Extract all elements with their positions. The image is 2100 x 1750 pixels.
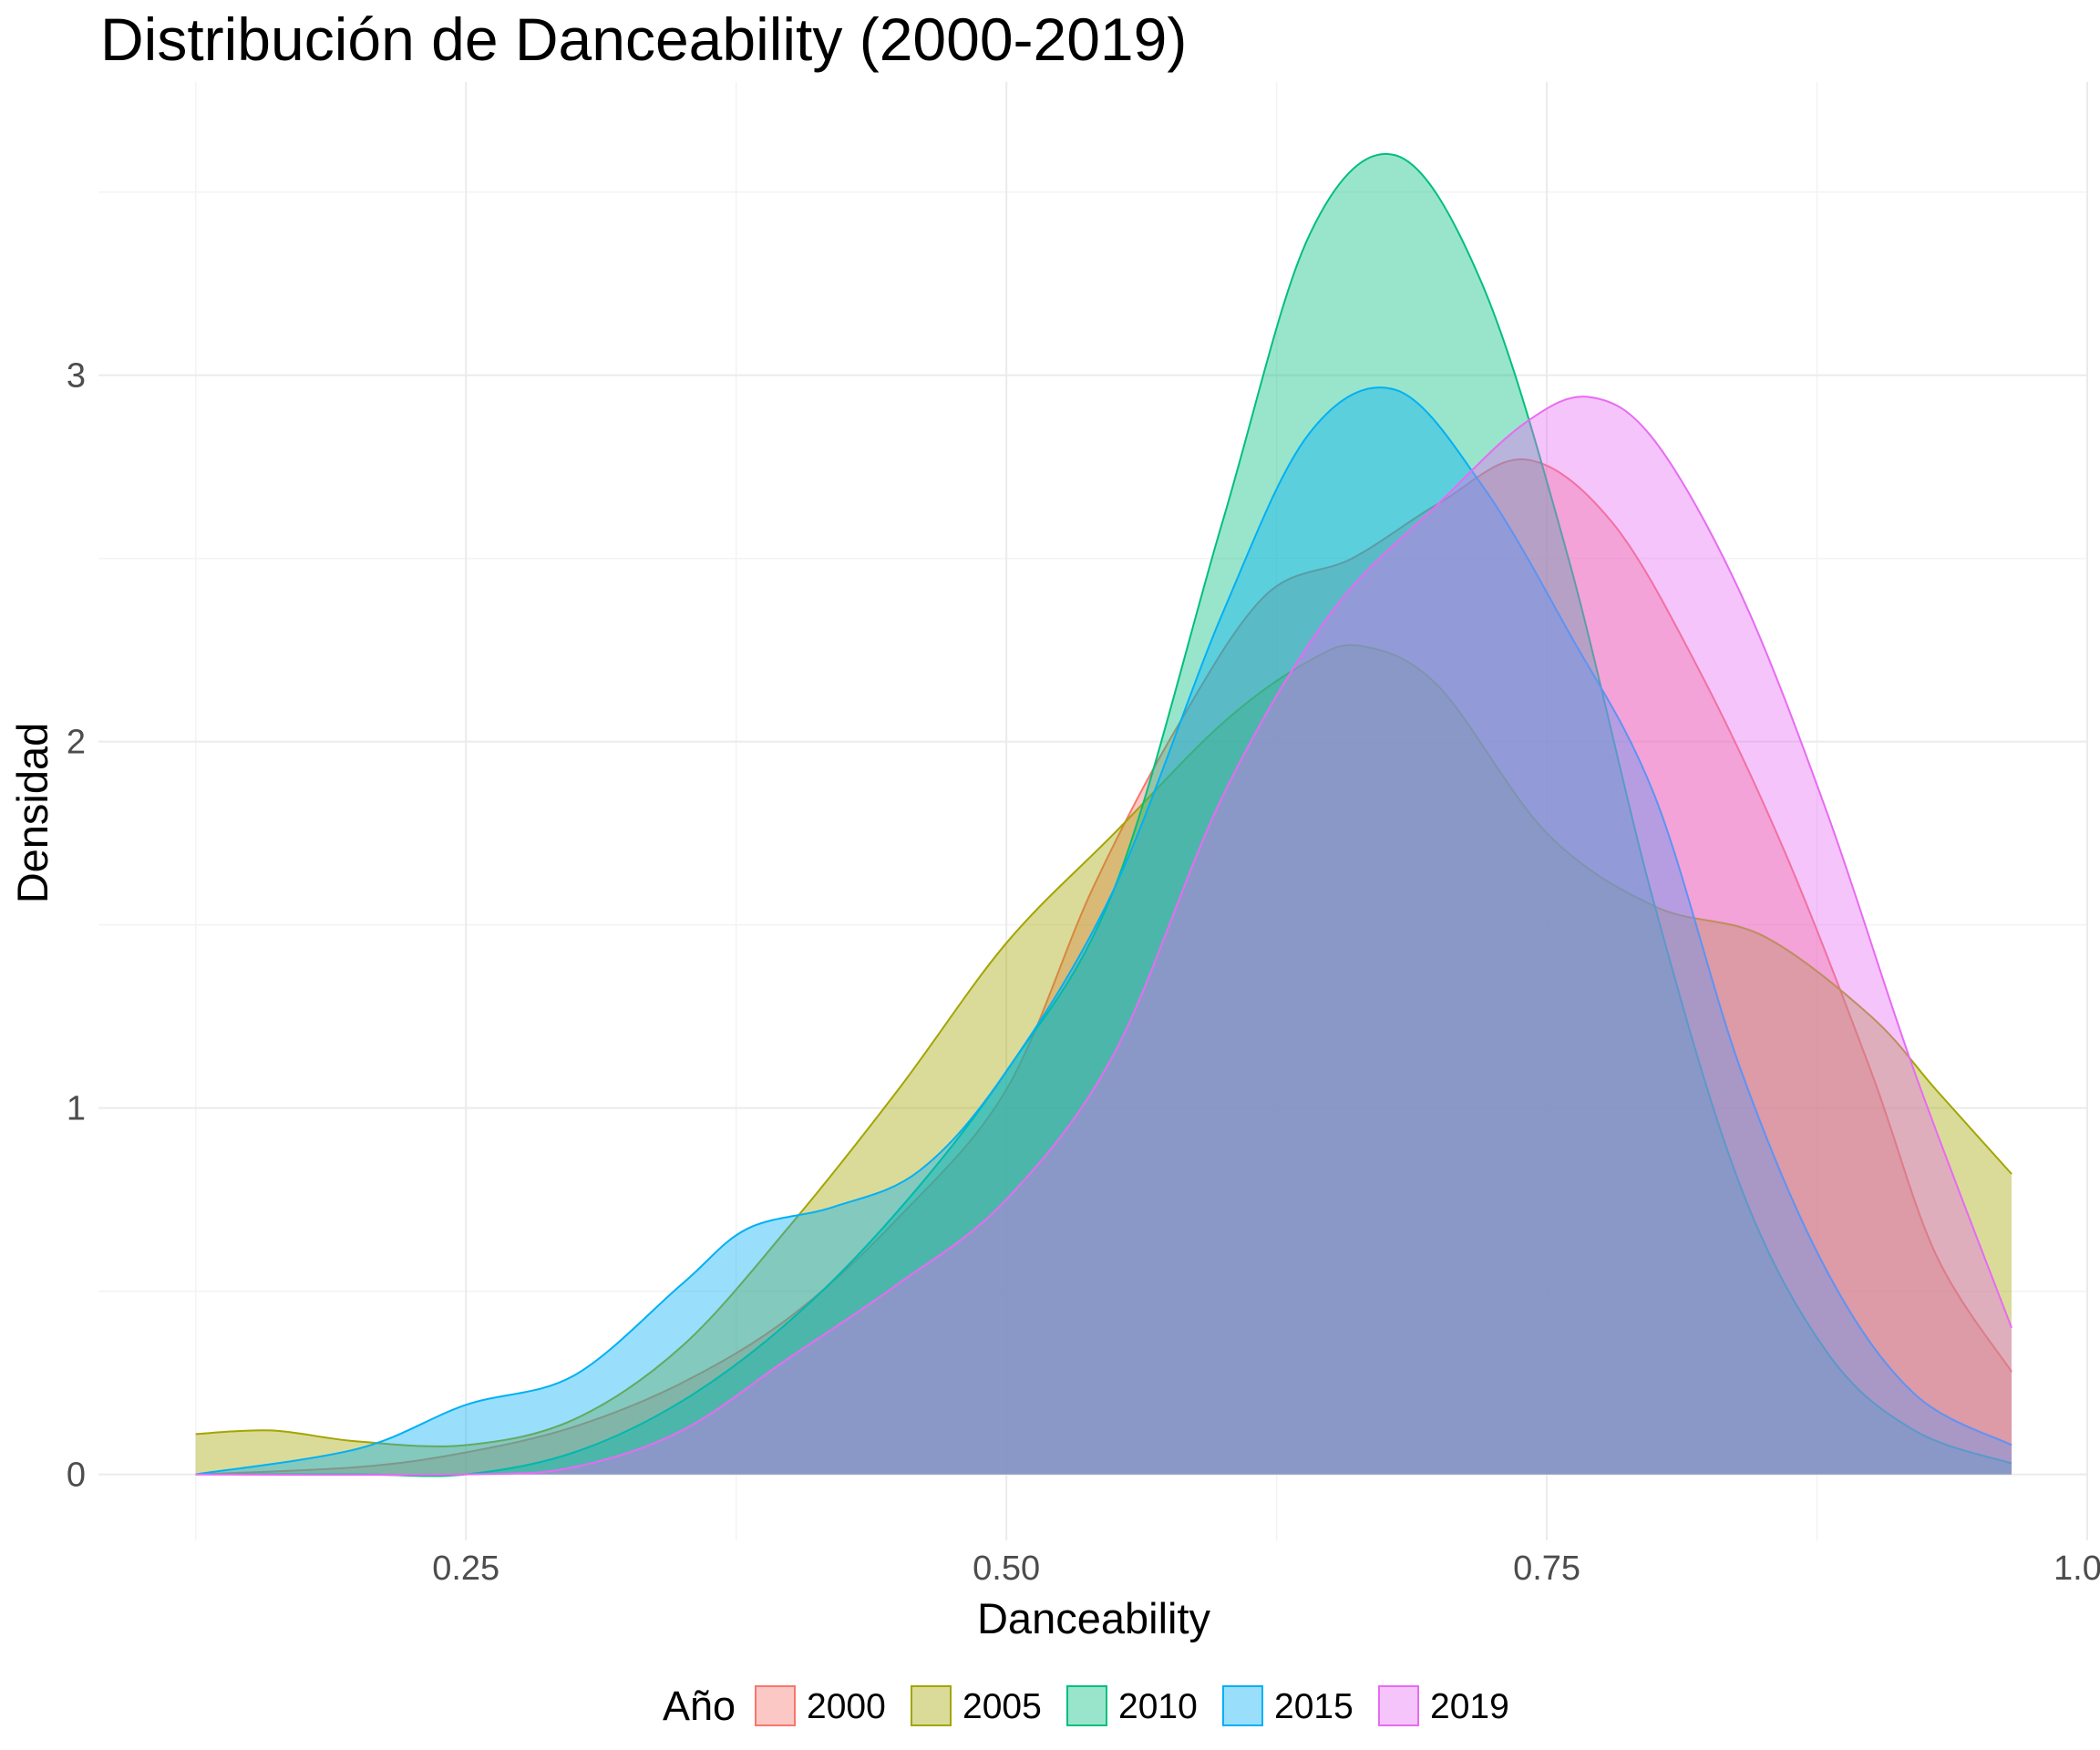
legend-swatch-2015 xyxy=(1222,1685,1263,1726)
x-tick-label-0-25: 0.25 xyxy=(432,1549,499,1588)
x-tick-label-1-00: 1.00 xyxy=(2054,1549,2100,1588)
legend-label-2005: 2005 xyxy=(962,1687,1042,1726)
y-tick-label-2: 2 xyxy=(67,724,86,762)
density-line-2010 xyxy=(195,153,2012,1477)
density-area-2000 xyxy=(195,458,2012,1475)
density-area-2019 xyxy=(195,396,2012,1476)
legend-swatch-2005 xyxy=(911,1685,952,1726)
y-tick-label-1: 1 xyxy=(67,1090,86,1128)
x-tick-label-0-75: 0.75 xyxy=(1513,1549,1580,1588)
y-tick-label-3: 3 xyxy=(67,357,86,396)
legend-swatch-2010 xyxy=(1066,1685,1107,1726)
density-line-2019 xyxy=(195,396,2012,1477)
density-area-2005 xyxy=(195,644,2012,1475)
legend-label-2000: 2000 xyxy=(807,1687,886,1726)
y-axis-title: Densidad xyxy=(8,723,57,904)
x-axis-title: Danceability xyxy=(977,1594,1211,1642)
legend-label-2015: 2015 xyxy=(1274,1687,1354,1726)
legend-swatch-2000 xyxy=(755,1685,796,1726)
chart-title: Distribución de Danceability (2000-2019) xyxy=(100,5,1187,73)
density-area-2010 xyxy=(195,153,2012,1477)
density-areas xyxy=(195,153,2012,1477)
x-tick-label-0-50: 0.50 xyxy=(973,1549,1040,1588)
density-line-2015 xyxy=(195,386,2012,1476)
y-axis-ticks: 0 1 2 3 xyxy=(67,357,86,1495)
density-area-2015 xyxy=(195,387,2012,1475)
legend: Año 2000 2005 2010 2015 2019 xyxy=(663,1683,1509,1729)
x-axis-ticks: 0.25 0.50 0.75 1.00 xyxy=(432,1549,2100,1588)
density-line-2000 xyxy=(195,458,2012,1476)
legend-swatch-2019 xyxy=(1378,1685,1419,1726)
legend-label-2010: 2010 xyxy=(1118,1687,1198,1726)
y-tick-label-0: 0 xyxy=(67,1457,86,1495)
legend-title: Año xyxy=(663,1683,736,1729)
legend-label-2019: 2019 xyxy=(1430,1687,1509,1726)
